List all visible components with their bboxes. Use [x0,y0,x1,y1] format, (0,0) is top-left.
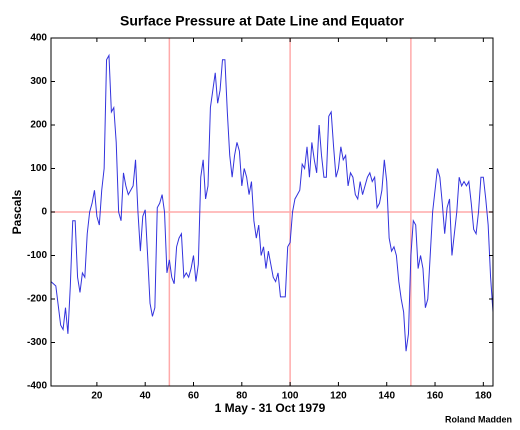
x-tick-label: 20 [91,391,103,402]
y-tick-label: 100 [30,163,47,174]
chart-title: Surface Pressure at Date Line and Equato… [120,13,405,29]
x-tick-label: 160 [427,391,444,402]
x-tick-label: 60 [188,391,200,402]
y-axis-label: Pascals [10,189,24,234]
annotation: Roland Madden [445,414,512,424]
x-tick-label: 40 [140,391,152,402]
y-tick-label: -200 [27,294,47,305]
data-line [50,53,494,352]
x-tick-label: 180 [475,391,492,402]
x-tick-label: 80 [236,391,248,402]
x-tick-label: 120 [330,391,347,402]
y-tick-label: 300 [30,76,47,87]
y-tick-label: 400 [30,33,47,44]
y-tick-label: -400 [27,381,47,392]
x-tick-label: 140 [378,391,395,402]
y-tick-label: 200 [30,120,47,131]
y-tick-label: 0 [41,207,47,218]
x-axis-label: 1 May - 31 Oct 1979 [215,401,326,415]
y-tick-label: -100 [27,250,47,261]
x-tick-label: 100 [282,391,299,402]
y-tick-label: -300 [27,337,47,348]
